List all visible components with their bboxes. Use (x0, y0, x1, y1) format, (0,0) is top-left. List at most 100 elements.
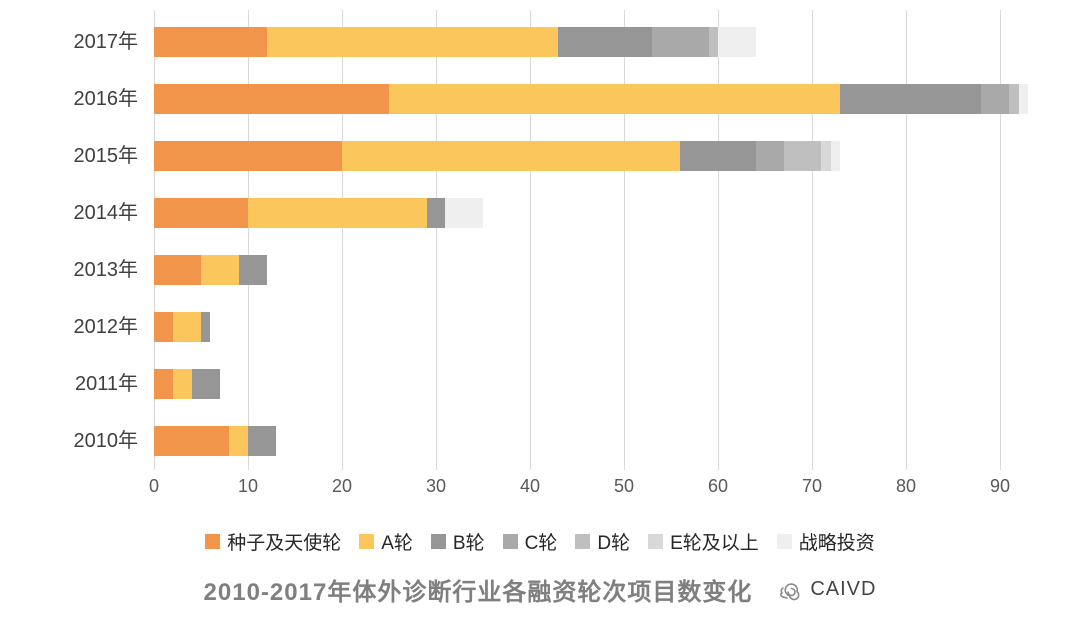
x-tick-label: 70 (801, 476, 823, 496)
bar-segment (821, 141, 831, 171)
gridline-x-10 (248, 10, 249, 470)
caivd-logo: CAIVD (778, 578, 876, 602)
legend-label: D轮 (597, 533, 631, 554)
x-tick-label: 40 (519, 476, 541, 496)
legend-item: A轮 (359, 528, 413, 555)
bar-segment (229, 426, 248, 456)
bar-segment (266, 27, 559, 57)
caivd-logo-icon (778, 578, 804, 602)
legend-item: E轮及以上 (648, 528, 759, 555)
legend-item: 战略投资 (776, 528, 875, 555)
bar-segment (200, 312, 211, 342)
bar-segment (708, 27, 718, 57)
bar-segment (172, 312, 201, 342)
gridline-x-0 (154, 10, 155, 470)
bar-row-2017 (154, 27, 756, 57)
bar-row-2010 (154, 426, 277, 456)
x-tick-label: 0 (148, 476, 159, 496)
x-tick-label: 50 (613, 476, 635, 496)
gridline-x-60 (718, 10, 719, 470)
legend-swatch (359, 534, 375, 549)
bar-segment (445, 198, 483, 228)
bar-row-2011 (154, 369, 220, 399)
bar-row-2013 (154, 255, 267, 285)
legend-label: 种子及天使轮 (227, 533, 342, 554)
bar-segment (247, 426, 277, 456)
bar-segment (426, 198, 446, 228)
x-tick-label: 10 (237, 476, 259, 496)
bar-segment (201, 255, 239, 285)
bar-segment (830, 141, 841, 171)
legend-label: C轮 (524, 533, 558, 554)
bar-segment (1018, 84, 1029, 114)
bar-segment (652, 27, 709, 57)
category-label-2013: 2013年 (73, 259, 139, 281)
gridline-x-90 (1000, 10, 1001, 470)
legend-swatch (776, 534, 792, 549)
legend-label: 战略投资 (798, 533, 875, 554)
caivd-logo-text: CAIVD (810, 578, 877, 600)
legend-label: A轮 (381, 533, 413, 554)
legend: 种子及天使轮 A轮 B轮 C轮 D轮 E轮及以上 战略投资 (0, 528, 1080, 555)
chart-title: 2010-2017年体外诊断行业各融资轮次项目数变化 (203, 579, 753, 606)
x-tick-label: 90 (989, 476, 1011, 496)
bar-row-2012 (154, 312, 211, 342)
gridline-x-20 (342, 10, 343, 470)
bar-row-2016 (154, 84, 1029, 114)
legend-swatch (502, 534, 518, 549)
gridline-x-80 (906, 10, 907, 470)
bar-segment (717, 27, 756, 57)
bar-segment (840, 84, 982, 114)
legend-item: 种子及天使轮 (205, 528, 341, 555)
gridline-x-70 (812, 10, 813, 470)
legend-swatch (430, 534, 446, 549)
gridline-x-30 (436, 10, 437, 470)
bar-segment (154, 255, 201, 285)
category-label-2017: 2017年 (73, 31, 139, 53)
legend-item: D轮 (575, 528, 630, 555)
legend-item: B轮 (430, 528, 485, 555)
category-label-2010: 2010年 (73, 430, 139, 452)
x-tick-label: 60 (707, 476, 729, 496)
bar-segment (783, 141, 822, 171)
title-bar: 2010-2017年体外诊断行业各融资轮次项目数变化 CAIVD (0, 572, 1080, 607)
bar-segment (154, 426, 230, 456)
bar-segment (154, 198, 248, 228)
legend-label: E轮及以上 (670, 533, 759, 554)
bar-segment (389, 84, 841, 114)
bar-segment (342, 141, 681, 171)
x-tick-label: 80 (895, 476, 917, 496)
gridline-x-40 (530, 10, 531, 470)
bar-segment (191, 369, 220, 399)
bar-segment (755, 141, 784, 171)
legend-label: B轮 (452, 533, 485, 554)
bar-segment (154, 27, 267, 57)
bar-row-2014 (154, 198, 483, 228)
legend-swatch (575, 534, 591, 549)
bar-segment (680, 141, 756, 171)
bar-segment (154, 312, 173, 342)
bar-segment (238, 255, 267, 285)
category-label-2015: 2015年 (73, 145, 139, 167)
bar-segment (981, 84, 1010, 114)
legend-swatch (648, 534, 664, 549)
x-tick-label: 20 (331, 476, 353, 496)
category-label-2016: 2016年 (73, 88, 139, 110)
x-tick-label: 30 (425, 476, 447, 496)
bar-segment (248, 198, 427, 228)
bar-row-2015 (154, 141, 841, 171)
category-label-2012: 2012年 (73, 316, 139, 338)
bar-segment (1009, 84, 1019, 114)
bar-segment (558, 27, 653, 57)
legend-swatch (205, 534, 221, 549)
legend-item: C轮 (502, 528, 558, 555)
bar-segment (154, 369, 173, 399)
category-label-2011: 2011年 (74, 373, 138, 395)
bar-segment (172, 369, 192, 399)
bar-segment (154, 141, 342, 171)
bar-segment (154, 84, 389, 114)
category-label-2014: 2014年 (73, 202, 139, 224)
plot-area: 0 10 20 30 40 50 60 70 80 90 2017年 2016年 2015年 2014年 2… (73, 10, 1029, 496)
gridline-x-50 (624, 10, 625, 470)
